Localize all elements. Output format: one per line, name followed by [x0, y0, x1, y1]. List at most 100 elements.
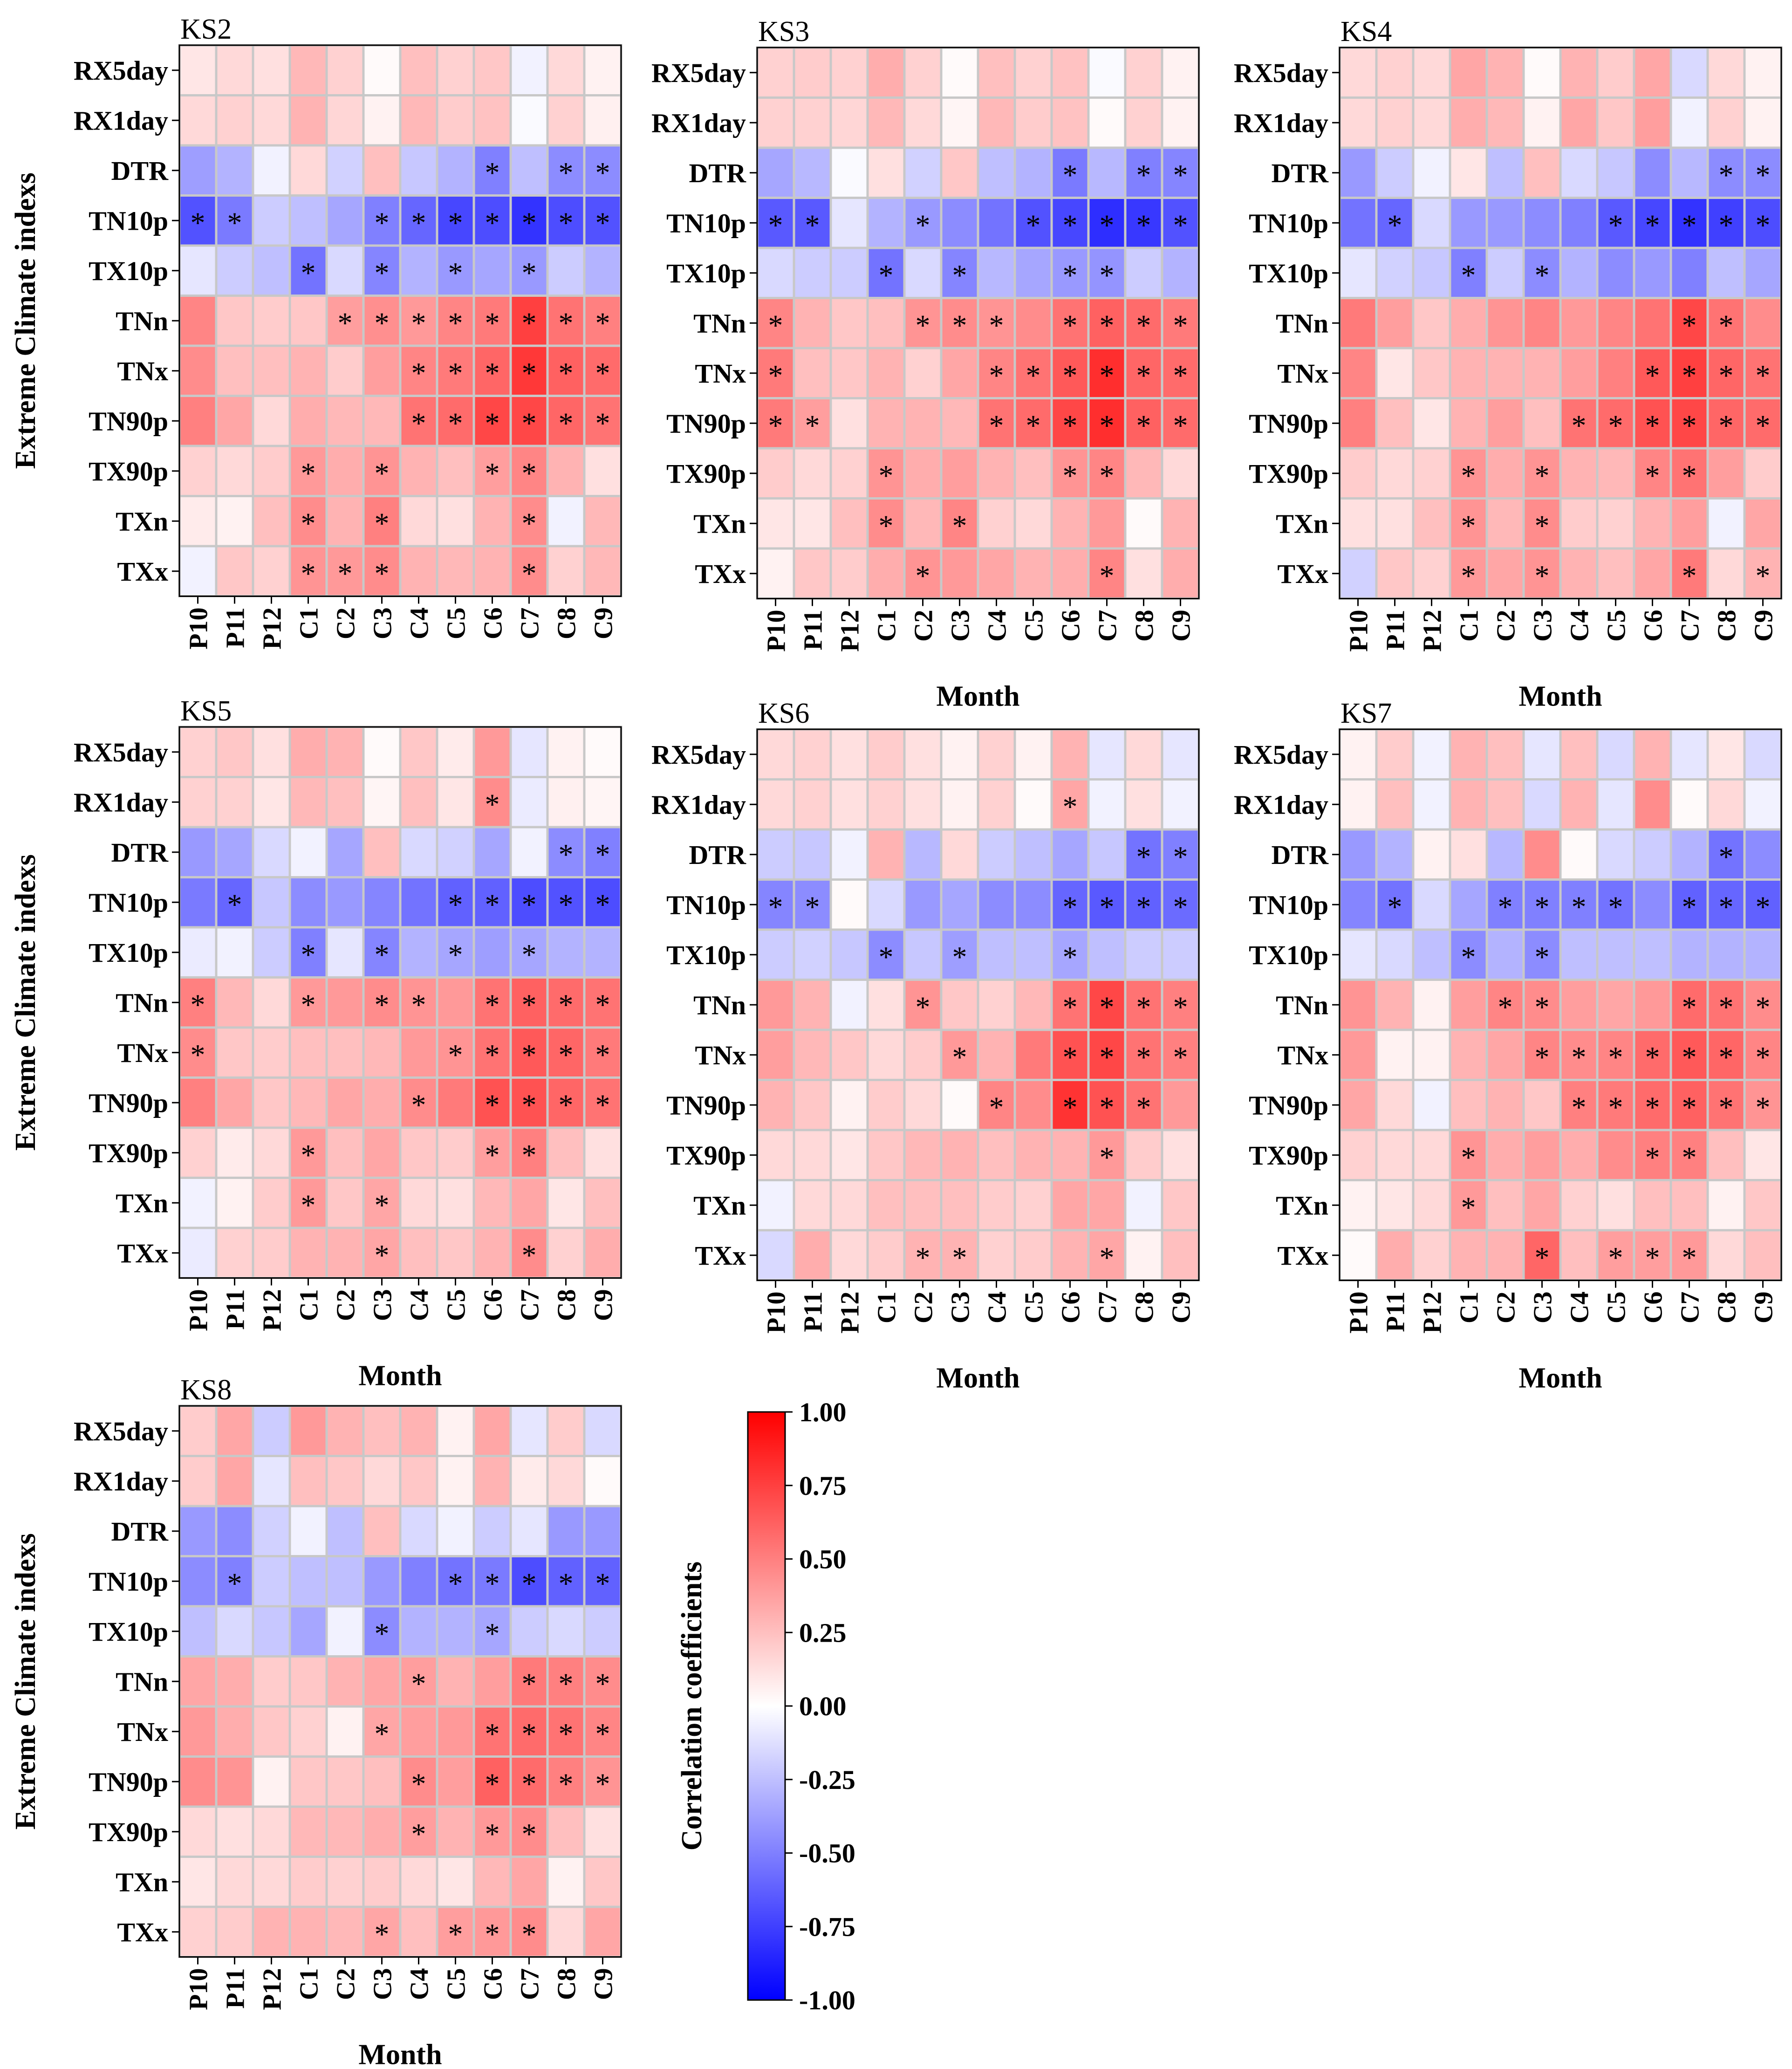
heatmap-cell	[215, 1026, 254, 1079]
x-tick-label: C4	[405, 1289, 434, 1321]
heatmap-cell	[178, 1856, 218, 1908]
heatmap-cell	[1449, 778, 1488, 831]
heatmap-cell	[399, 295, 438, 347]
significance-marker: *	[301, 988, 316, 1021]
significance-marker: *	[1608, 890, 1623, 923]
significance-marker: *	[485, 356, 500, 390]
heatmap-cell	[1485, 1129, 1525, 1181]
heatmap-cell	[1050, 46, 1090, 99]
heatmap-cell	[399, 144, 438, 197]
heatmap-cell	[252, 776, 291, 829]
heatmap-cell	[1596, 547, 1635, 600]
heatmap-cell	[288, 826, 328, 878]
significance-marker: *	[768, 208, 783, 241]
x-tick-label: C4	[983, 1292, 1012, 1323]
heatmap-cell	[1375, 728, 1415, 781]
significance-marker: *	[1645, 409, 1660, 442]
heatmap-cell	[546, 1404, 586, 1457]
heatmap-cell	[1485, 828, 1525, 881]
heatmap-cell	[1633, 778, 1672, 831]
heatmap-cell	[1412, 447, 1451, 500]
heatmap-cell	[829, 146, 869, 199]
heatmap-cell	[178, 1076, 218, 1129]
x-tick-label: C2	[910, 1292, 938, 1323]
significance-marker: *	[448, 1567, 463, 1600]
heatmap-cell	[509, 726, 549, 778]
heatmap-cell	[472, 726, 512, 778]
significance-marker: *	[1100, 890, 1115, 923]
significance-marker: *	[1100, 1141, 1115, 1174]
heatmap-cell	[509, 94, 549, 147]
significance-marker: *	[1100, 1241, 1115, 1274]
heatmap-cell	[178, 826, 218, 878]
x-tick-label: P11	[799, 1292, 828, 1332]
x-tick-label: C1	[295, 1968, 324, 2000]
significance-marker: *	[1100, 259, 1115, 292]
x-tick-label: C6	[1057, 1292, 1086, 1323]
heatmap-cell	[325, 1177, 365, 1229]
heatmap-cell	[829, 828, 869, 881]
heatmap-cell	[977, 46, 1016, 99]
significance-marker: *	[595, 838, 610, 871]
significance-marker: *	[595, 406, 610, 439]
x-tick-label: C3	[369, 1289, 397, 1321]
significance-marker: *	[559, 888, 574, 921]
heatmap-cell	[1559, 347, 1599, 399]
heatmap-cell	[436, 94, 475, 147]
y-tick-label: TX10p	[89, 938, 168, 968]
heatmap-cell	[288, 726, 328, 778]
heatmap-cell	[399, 1705, 438, 1758]
significance-marker: *	[1719, 1090, 1734, 1124]
heatmap-cell	[829, 397, 869, 450]
heatmap-cell	[866, 728, 906, 781]
heatmap-cell	[178, 144, 218, 197]
heatmap-cell	[1050, 878, 1090, 931]
y-tick-label: TN90p	[666, 1090, 746, 1120]
heatmap-cell	[1669, 1079, 1709, 1131]
significance-marker: *	[1645, 208, 1660, 241]
significance-marker: *	[485, 1088, 500, 1121]
heatmap-cell	[178, 1555, 218, 1608]
heatmap-cell	[1412, 96, 1451, 149]
significance-marker: *	[522, 1717, 537, 1750]
heatmap-cell	[940, 146, 979, 199]
heatmap-cell	[903, 447, 943, 500]
heatmap-cell	[399, 495, 438, 548]
y-tick-label: TXn	[116, 1867, 168, 1897]
heatmap-cell	[1559, 828, 1599, 881]
heatmap-cell	[1087, 928, 1127, 981]
y-tick-label: TX90p	[89, 456, 168, 486]
heatmap-cell	[1161, 46, 1200, 99]
heatmap-cell	[1338, 197, 1378, 249]
heatmap-cell	[1485, 497, 1525, 550]
heatmap-cell	[1669, 778, 1709, 831]
heatmap-cell	[288, 44, 328, 96]
significance-marker: *	[1136, 1041, 1151, 1074]
y-tick-label: TNx	[117, 1038, 168, 1068]
heatmap-cell	[903, 297, 943, 349]
heatmap-cell	[546, 545, 586, 597]
heatmap-cell	[436, 1455, 475, 1507]
heatmap-cell	[1559, 497, 1599, 550]
heatmap-cell	[252, 1705, 291, 1758]
heatmap-cell	[436, 1856, 475, 1908]
significance-marker: *	[1682, 1241, 1697, 1274]
heatmap-cell	[1013, 247, 1053, 299]
significance-marker: *	[952, 308, 967, 342]
heatmap-cell	[583, 445, 622, 497]
heatmap-cell	[1338, 96, 1378, 149]
x-tick-label: C9	[589, 608, 618, 639]
x-tick-label: C5	[1602, 1292, 1631, 1323]
heatmap-cell	[866, 1229, 906, 1281]
significance-marker: *	[1682, 1041, 1697, 1074]
colorbar-tick-label: 0.25	[799, 1617, 847, 1648]
x-tick-label: P11	[1382, 610, 1410, 651]
heatmap-cell	[1013, 146, 1053, 199]
heatmap-cell	[546, 926, 586, 979]
x-tick-label: C6	[479, 1289, 508, 1321]
significance-marker: *	[301, 938, 316, 971]
y-tick-label: TXx	[117, 556, 168, 587]
heatmap-cell	[178, 1404, 218, 1457]
heatmap-cell	[252, 926, 291, 979]
